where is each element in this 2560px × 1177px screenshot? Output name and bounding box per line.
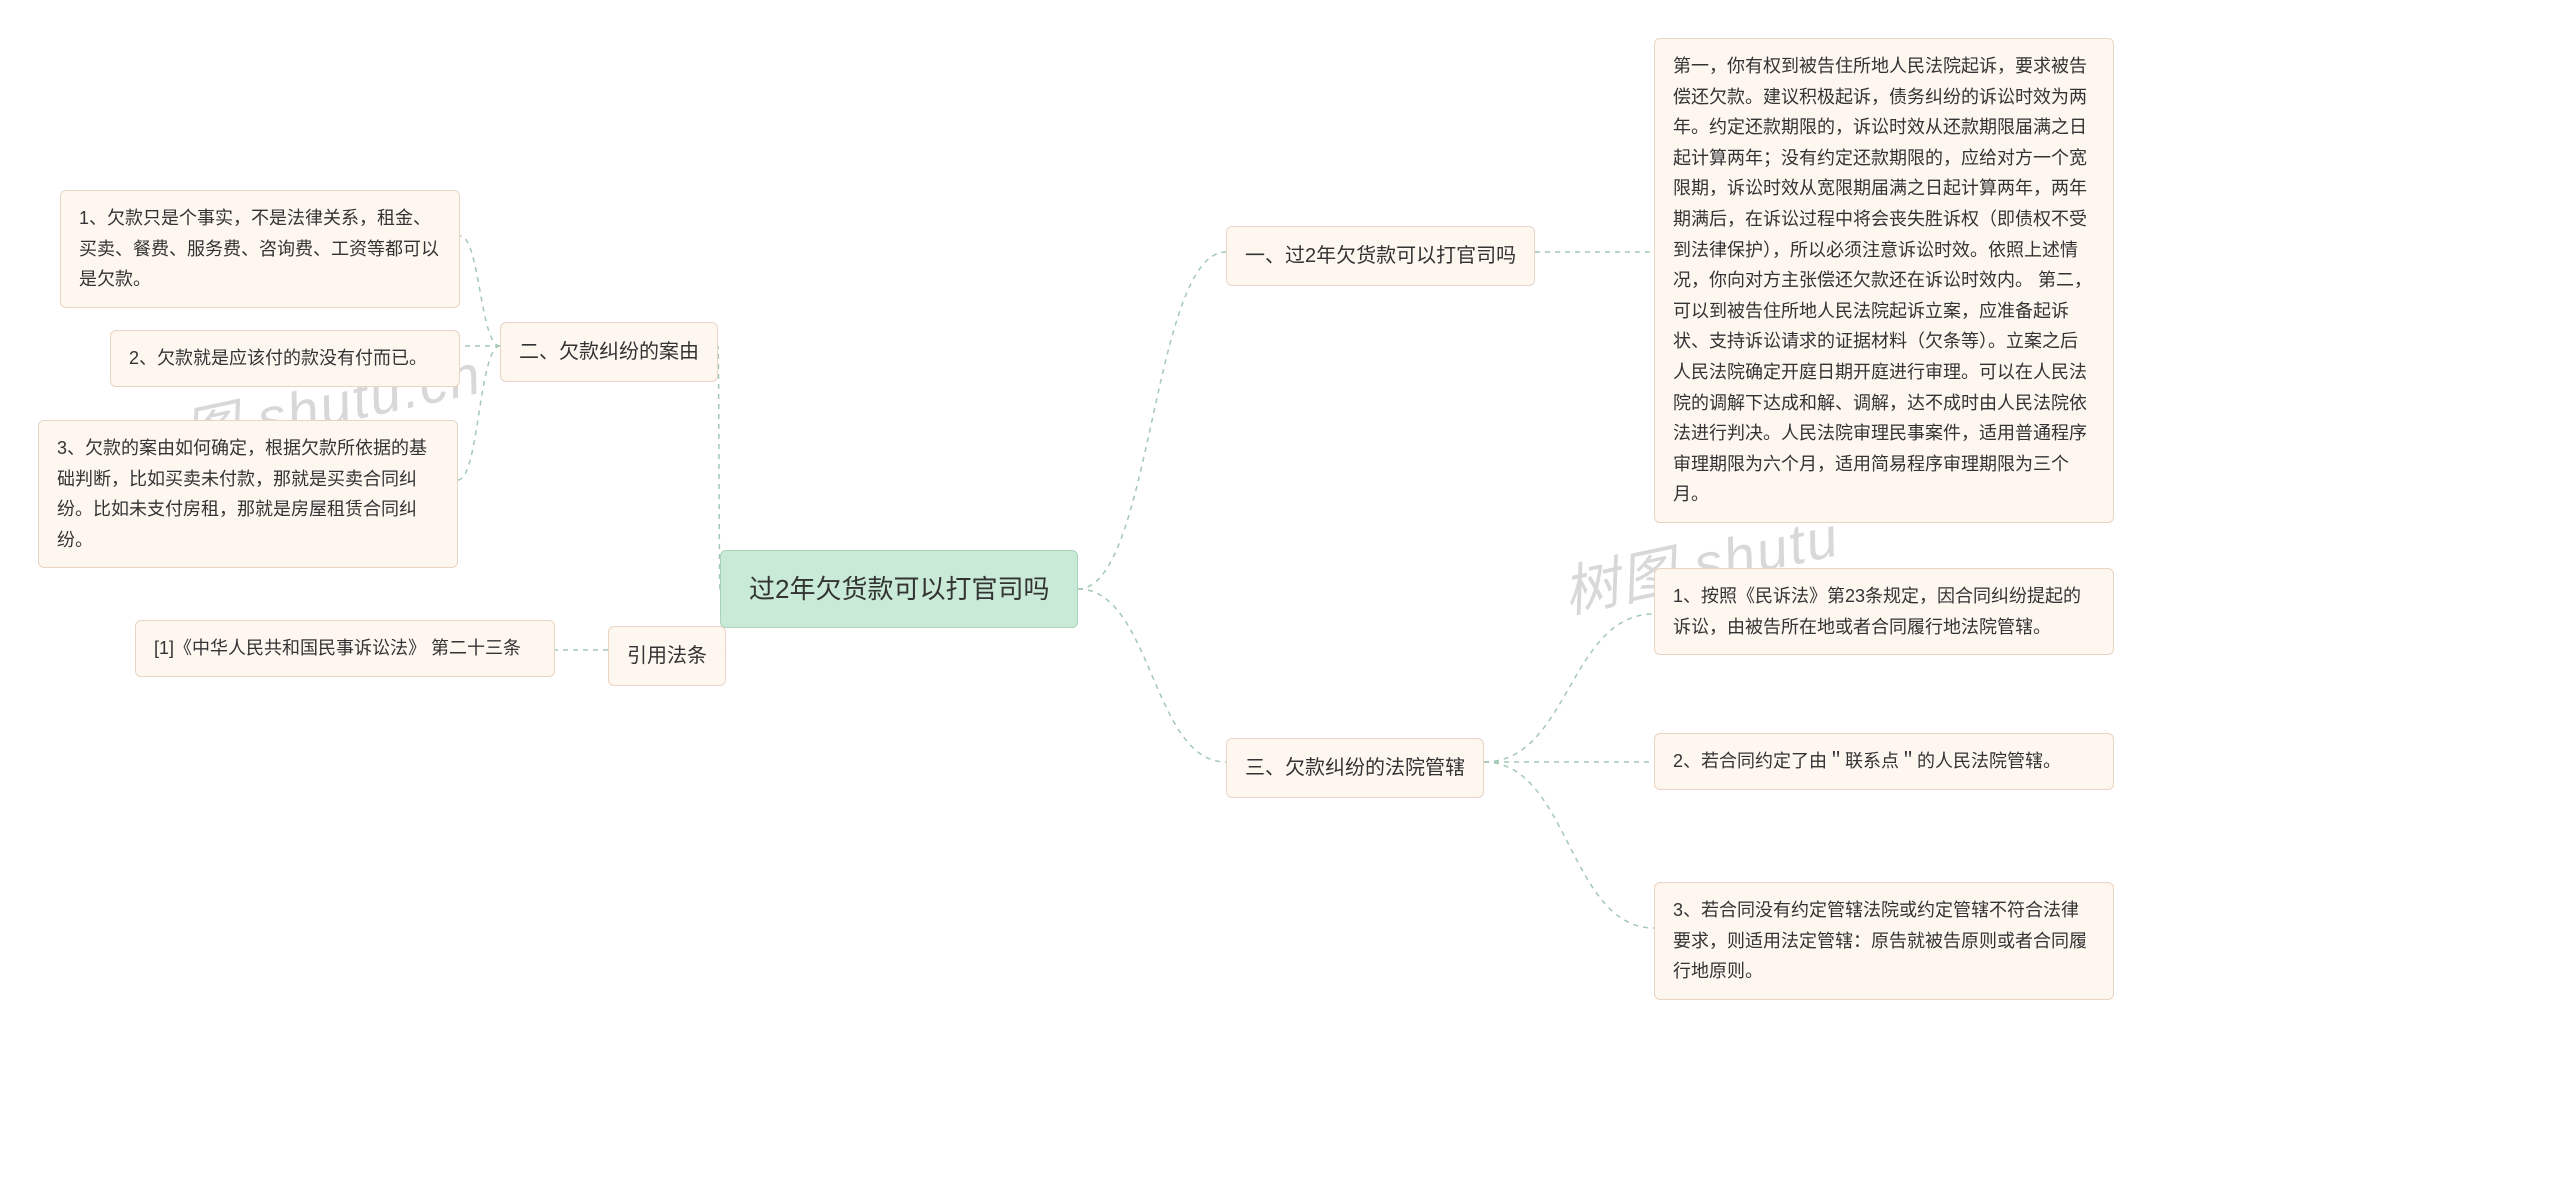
leaf-r2-3: 3、若合同没有约定管辖法院或约定管辖不符合法律要求，则适用法定管辖：原告就被告原… bbox=[1654, 882, 2114, 1000]
leaf-r1-1: 第一，你有权到被告住所地人民法院起诉，要求被告偿还欠款。建议积极起诉，债务纠纷的… bbox=[1654, 38, 2114, 523]
leaf-r2-1: 1、按照《民诉法》第23条规定，因合同纠纷提起的诉讼，由被告所在地或者合同履行地… bbox=[1654, 568, 2114, 655]
branch-left-2: 引用法条 bbox=[608, 626, 726, 686]
branch-right-1: 一、过2年欠货款可以打官司吗 bbox=[1226, 226, 1535, 286]
leaf-r2-2: 2、若合同约定了由＂联系点＂的人民法院管辖。 bbox=[1654, 733, 2114, 790]
branch-right-2: 三、欠款纠纷的法院管辖 bbox=[1226, 738, 1484, 798]
center-node: 过2年欠货款可以打官司吗 bbox=[720, 550, 1078, 628]
leaf-l1-3: 3、欠款的案由如何确定，根据欠款所依据的基础判断，比如买卖未付款，那就是买卖合同… bbox=[38, 420, 458, 568]
branch-left-1: 二、欠款纠纷的案由 bbox=[500, 322, 718, 382]
connector-layer bbox=[0, 0, 2560, 1177]
leaf-l2-1: [1]《中华人民共和国民事诉讼法》 第二十三条 bbox=[135, 620, 555, 677]
leaf-l1-2: 2、欠款就是应该付的款没有付而已。 bbox=[110, 330, 460, 387]
leaf-l1-1: 1、欠款只是个事实，不是法律关系，租金、买卖、餐费、服务费、咨询费、工资等都可以… bbox=[60, 190, 460, 308]
